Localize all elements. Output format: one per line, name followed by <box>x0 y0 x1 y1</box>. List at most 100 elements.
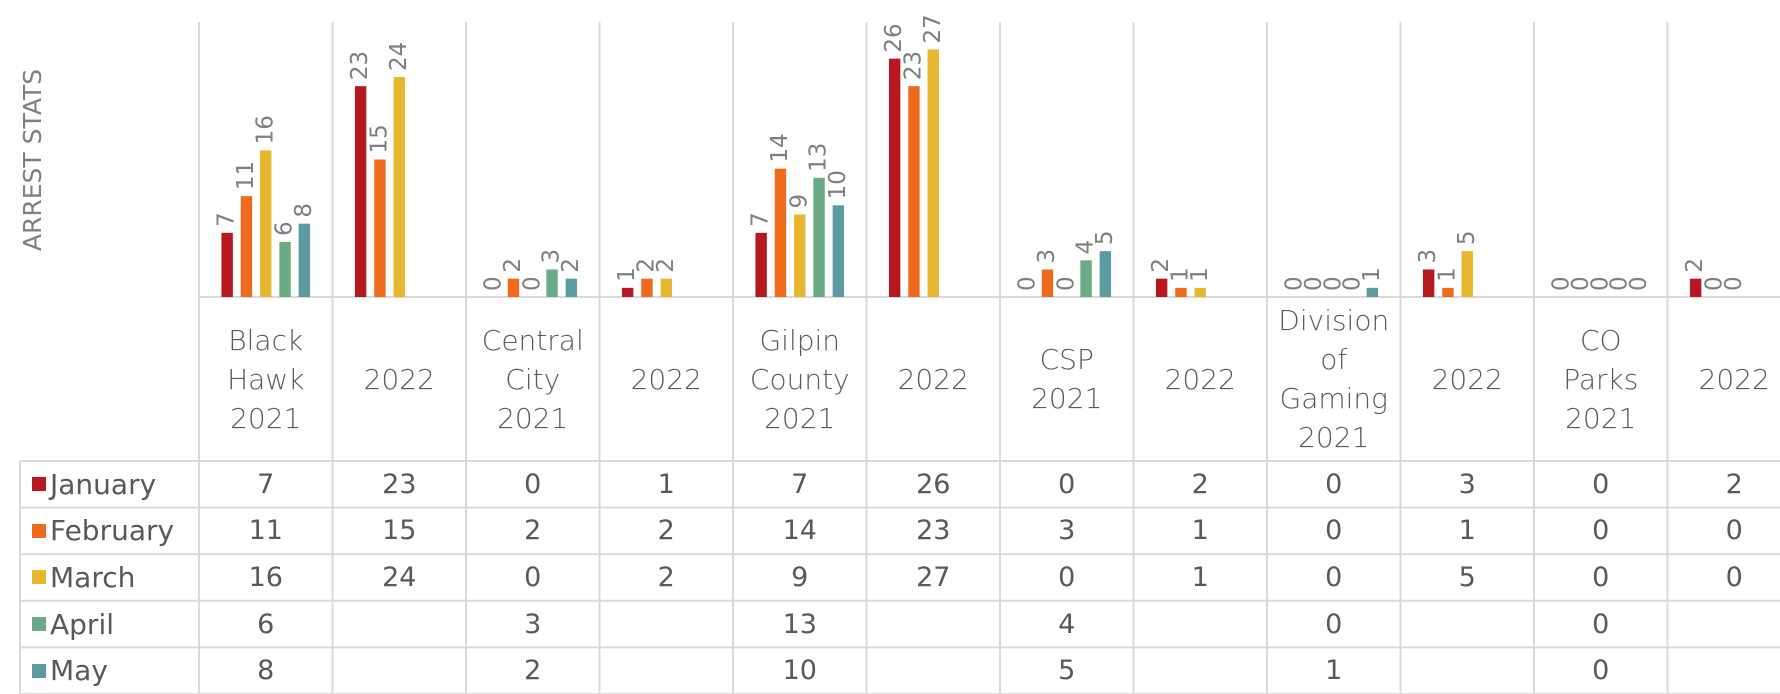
y-axis-label: ARREST STATS <box>18 69 47 251</box>
data-label: 9 <box>786 194 812 209</box>
bar <box>1155 278 1168 297</box>
data-label: 2 <box>558 258 584 273</box>
table-cell: 0 <box>1592 608 1610 640</box>
data-label: 5 <box>1092 231 1118 246</box>
data-label: 2 <box>1682 258 1708 273</box>
table-cell: 2 <box>657 515 675 547</box>
bar <box>1689 278 1702 297</box>
bar <box>888 58 901 297</box>
table-cell: 1 <box>1191 515 1209 547</box>
category-text: 2022 <box>630 362 702 396</box>
table-cell <box>333 647 467 694</box>
category-text: 2022 <box>1164 362 1236 396</box>
table-cell: 0 <box>1058 561 1076 593</box>
data-label: 2 <box>653 258 679 273</box>
data-label: 3 <box>539 249 565 264</box>
bar <box>565 278 578 297</box>
data-label: 0 <box>1301 276 1327 291</box>
legend-label: April <box>50 607 114 641</box>
data-label: 27 <box>920 14 946 43</box>
bar <box>1080 260 1092 297</box>
bar <box>927 49 939 297</box>
bar <box>393 77 405 297</box>
table-cell: 3 <box>1458 468 1476 500</box>
category-text: CSP 2021 <box>1031 343 1103 415</box>
table-cell: 2 <box>1191 468 1209 500</box>
bar <box>374 159 386 297</box>
table-cell: 0 <box>1725 515 1743 547</box>
category-text: Central City 2021 <box>481 323 584 435</box>
table-cell: 7 <box>791 468 809 500</box>
table-cell <box>1668 601 1780 648</box>
table-cell: 1 <box>1325 655 1343 687</box>
data-label: 23 <box>900 51 926 80</box>
data-label: 1 <box>1167 267 1193 282</box>
legend-entry: January <box>20 461 199 508</box>
data-label: 8 <box>291 203 317 218</box>
bar <box>1099 251 1112 297</box>
data-label: 0 <box>1701 276 1727 291</box>
table-cell: 0 <box>1592 561 1610 593</box>
data-label: 15 <box>366 124 392 153</box>
x-tick-label: 2022 <box>333 297 467 461</box>
bar <box>546 269 558 297</box>
table-cell: 14 <box>782 515 817 547</box>
legend-label: May <box>50 654 108 688</box>
table-cell: 2 <box>657 561 675 593</box>
table-cell: 0 <box>1725 561 1743 593</box>
table-cell: 0 <box>524 468 542 500</box>
legend-label: February <box>50 514 175 548</box>
table-cell: 3 <box>1058 515 1076 547</box>
table-cell: 0 <box>1325 561 1343 593</box>
data-label: 24 <box>386 42 412 71</box>
bar <box>794 214 806 297</box>
x-tick-label: Division of Gaming 2021 <box>1267 297 1401 461</box>
data-label: 4 <box>1073 240 1099 255</box>
bar <box>1041 269 1054 297</box>
table-cell: 16 <box>248 561 283 593</box>
table-cell: 13 <box>782 608 817 640</box>
table-cell: 3 <box>524 608 542 640</box>
x-tick-label: 2022 <box>1401 297 1535 461</box>
table-cell: 11 <box>248 515 283 547</box>
legend-swatch <box>32 570 46 585</box>
bar <box>221 232 233 297</box>
bar <box>774 168 787 297</box>
legend-swatch <box>32 663 46 678</box>
x-tick-label: Black Hawk 2021 <box>199 297 333 461</box>
x-tick-label: CSP 2021 <box>1000 297 1134 461</box>
data-label: 0 <box>481 276 507 291</box>
bar <box>1194 287 1206 297</box>
bar <box>507 278 520 297</box>
bar <box>832 205 845 297</box>
bar <box>1422 269 1435 297</box>
legend-swatch <box>32 617 46 632</box>
data-label: 2 <box>1148 258 1174 273</box>
table-cell <box>1668 647 1780 694</box>
data-label: 0 <box>1607 276 1633 291</box>
category-text: CO Parks 2021 <box>1563 323 1639 435</box>
data-label: 2 <box>633 258 659 273</box>
data-label: 1 <box>614 267 640 282</box>
table-cell: 2 <box>524 515 542 547</box>
data-label: 0 <box>1587 276 1613 291</box>
bar <box>240 196 253 297</box>
data-label: 0 <box>1282 276 1308 291</box>
bar <box>908 86 920 298</box>
bar <box>298 223 311 297</box>
data-label: 7 <box>214 212 240 227</box>
x-tick-label: Gilpin County 2021 <box>733 297 867 461</box>
table-cell: 24 <box>382 561 417 593</box>
category-text: Gilpin County 2021 <box>749 323 850 435</box>
table-cell: 9 <box>791 561 809 593</box>
table-cell: 1 <box>657 468 675 500</box>
bar <box>621 287 634 297</box>
data-label: 0 <box>1549 276 1575 291</box>
data-label: 14 <box>767 133 793 162</box>
legend-entry: April <box>20 601 199 648</box>
legend-entry: March <box>20 554 199 601</box>
data-label: 23 <box>347 51 373 80</box>
table-cell: 23 <box>382 468 417 500</box>
